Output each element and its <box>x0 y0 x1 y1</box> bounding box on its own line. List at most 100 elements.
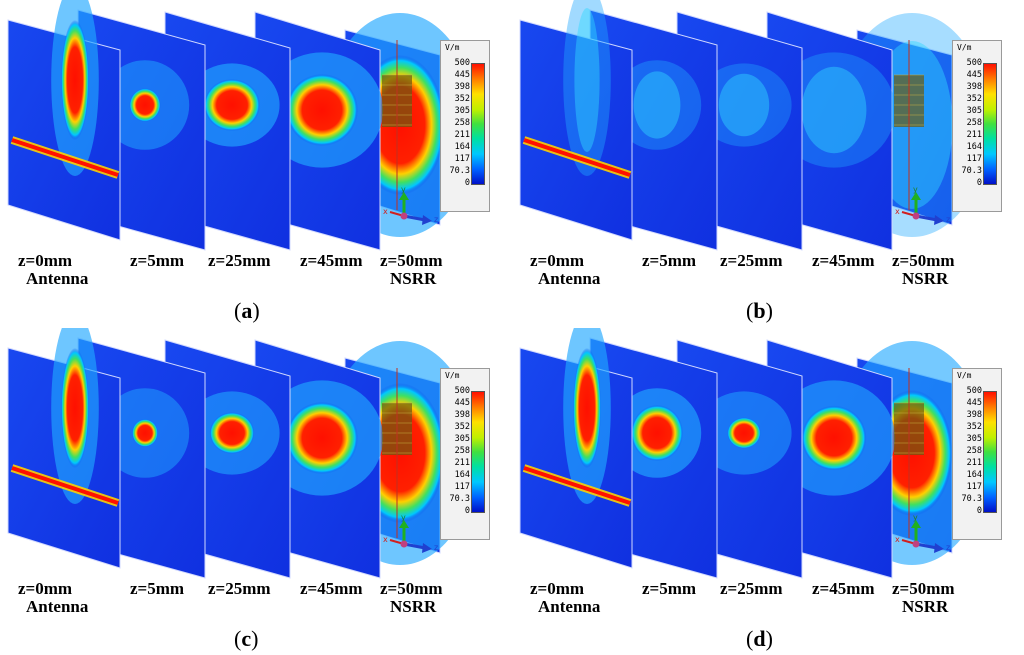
colorbar-legend: V/m 500 445 398 352 305 258 211 164 117 70.3 0 <box>440 40 490 212</box>
colorbar-tick: 258 <box>966 118 982 128</box>
colorbar-tick: 398 <box>454 410 470 420</box>
colorbar-tick: 70.3 <box>449 166 470 176</box>
colorbar-tick: 445 <box>966 70 982 80</box>
colorbar-tick: 258 <box>454 118 470 128</box>
field-planes-svg: y z x <box>7 328 477 579</box>
colorbar-legend: V/m 500 445 398 352 305 258 211 164 117 70.3 0 <box>440 368 490 540</box>
axis-label-y: y <box>913 185 918 194</box>
axis-label-x: x <box>383 207 388 216</box>
plane-label-z5: z=5mm <box>130 251 185 270</box>
plane-z0 <box>7 0 121 241</box>
plane-label-antenna: Antenna <box>26 269 89 288</box>
plane-label-z0: z=0mm <box>18 579 73 598</box>
colorbar-tick: 305 <box>454 434 470 444</box>
plane-label-z50: z=50mm <box>892 579 955 598</box>
axis-triad-icon: y z x <box>895 513 950 553</box>
colorbar-tick: 445 <box>454 398 470 408</box>
axis-label-z: z <box>946 215 950 224</box>
plane-label-z50: z=50mm <box>380 579 443 598</box>
plane-label-z45: z=45mm <box>812 579 875 598</box>
colorbar-tick: 398 <box>966 410 982 420</box>
colorbar-tick: 445 <box>966 398 982 408</box>
plane-z0 <box>7 328 121 569</box>
colorbar-legend: V/m 500 445 398 352 305 258 211 164 117 70.3 0 <box>952 368 1002 540</box>
plane-label-antenna: Antenna <box>538 597 601 616</box>
colorbar-tick: 70.3 <box>961 494 982 504</box>
plane-label-z45: z=45mm <box>300 579 363 598</box>
colorbar-tick: 164 <box>454 142 470 152</box>
colorbar-gradient <box>983 63 997 185</box>
colorbar-tick: 211 <box>966 130 982 140</box>
colorbar-tick: 0 <box>464 506 470 516</box>
subfigure-label: (d) <box>746 626 773 651</box>
plane-label-nsrr: NSRR <box>902 597 949 616</box>
plane-label-antenna: Antenna <box>538 269 601 288</box>
nsrr-grid <box>382 368 412 538</box>
plane-label-z5: z=5mm <box>642 251 697 270</box>
colorbar-tick: 164 <box>966 470 982 480</box>
colorbar-gradient <box>983 391 997 513</box>
plane-label-nsrr: NSRR <box>390 269 437 288</box>
axis-triad-icon: y z x <box>383 185 438 225</box>
antenna-feed-line <box>10 464 120 507</box>
plane-label-z0: z=0mm <box>530 579 585 598</box>
colorbar-tick: 164 <box>966 142 982 152</box>
colorbar-tick: 117 <box>966 482 982 492</box>
axis-label-z: z <box>434 215 438 224</box>
subfigure-label: (a) <box>234 298 260 323</box>
plane-label-z25: z=25mm <box>208 579 271 598</box>
plane-label-antenna: Antenna <box>26 597 89 616</box>
field-planes-svg: y z x <box>7 0 477 251</box>
antenna-feed-line <box>10 136 120 179</box>
plane-label-z0: z=0mm <box>18 251 73 270</box>
colorbar-tick: 117 <box>454 482 470 492</box>
field-planes-svg: y z x <box>519 0 989 251</box>
plane-label-z45: z=45mm <box>300 251 363 270</box>
axis-label-z: z <box>434 543 438 552</box>
plane-label-z5: z=5mm <box>130 579 185 598</box>
figure-panel-a: y z x V/m 500 445 398 352 305 258 211 164 117 70.3 0 z=… <box>0 0 512 327</box>
plane-label-z0: z=0mm <box>530 251 585 270</box>
axis-label-y: y <box>401 513 406 522</box>
colorbar-tick: 164 <box>454 470 470 480</box>
colorbar-tick: 352 <box>454 422 470 432</box>
colorbar-tick: 211 <box>454 458 470 468</box>
colorbar-tick: 352 <box>454 94 470 104</box>
axis-label-x: x <box>895 207 900 216</box>
colorbar-tick: 500 <box>966 386 982 396</box>
plane-z0 <box>519 0 633 241</box>
colorbar-tick: 70.3 <box>961 166 982 176</box>
axis-label-y: y <box>401 185 406 194</box>
figure-panel-b: y z x V/m 500 445 398 352 305 258 211 164 117 70.3 0 z=… <box>512 0 1024 327</box>
colorbar-tick: 0 <box>976 178 982 188</box>
colorbar-tick: 70.3 <box>449 494 470 504</box>
colorbar-tick: 398 <box>966 82 982 92</box>
colorbar-unit: V/m <box>445 43 460 52</box>
colorbar-tick: 117 <box>454 154 470 164</box>
colorbar-unit: V/m <box>957 371 972 380</box>
plane-z0 <box>519 328 633 569</box>
plane-label-nsrr: NSRR <box>902 269 949 288</box>
colorbar-tick: 305 <box>966 106 982 116</box>
colorbar-legend: V/m 500 445 398 352 305 258 211 164 117 70.3 0 <box>952 40 1002 212</box>
colorbar-tick: 211 <box>454 130 470 140</box>
colorbar-tick: 500 <box>454 386 470 396</box>
colorbar-tick: 398 <box>454 82 470 92</box>
axis-triad-icon: y z x <box>383 513 438 553</box>
figure-panel-c: y z x V/m 500 445 398 352 305 258 211 164 117 70.3 0 z=… <box>0 328 512 655</box>
plane-label-nsrr: NSRR <box>390 597 437 616</box>
nsrr-grid <box>894 40 924 210</box>
colorbar-tick: 211 <box>966 458 982 468</box>
field-planes-svg: y z x <box>519 328 989 579</box>
colorbar-tick: 352 <box>966 94 982 104</box>
nsrr-grid <box>382 40 412 210</box>
colorbar-tick: 0 <box>464 178 470 188</box>
colorbar-tick: 0 <box>976 506 982 516</box>
axis-triad-icon: y z x <box>895 185 950 225</box>
colorbar-gradient <box>471 63 485 185</box>
figure-panel-d: y z x V/m 500 445 398 352 305 258 211 164 117 70.3 0 z=… <box>512 328 1024 655</box>
nsrr-grid <box>894 368 924 538</box>
subfigure-label: (c) <box>234 626 259 651</box>
colorbar-tick: 258 <box>966 446 982 456</box>
colorbar-tick: 305 <box>454 106 470 116</box>
